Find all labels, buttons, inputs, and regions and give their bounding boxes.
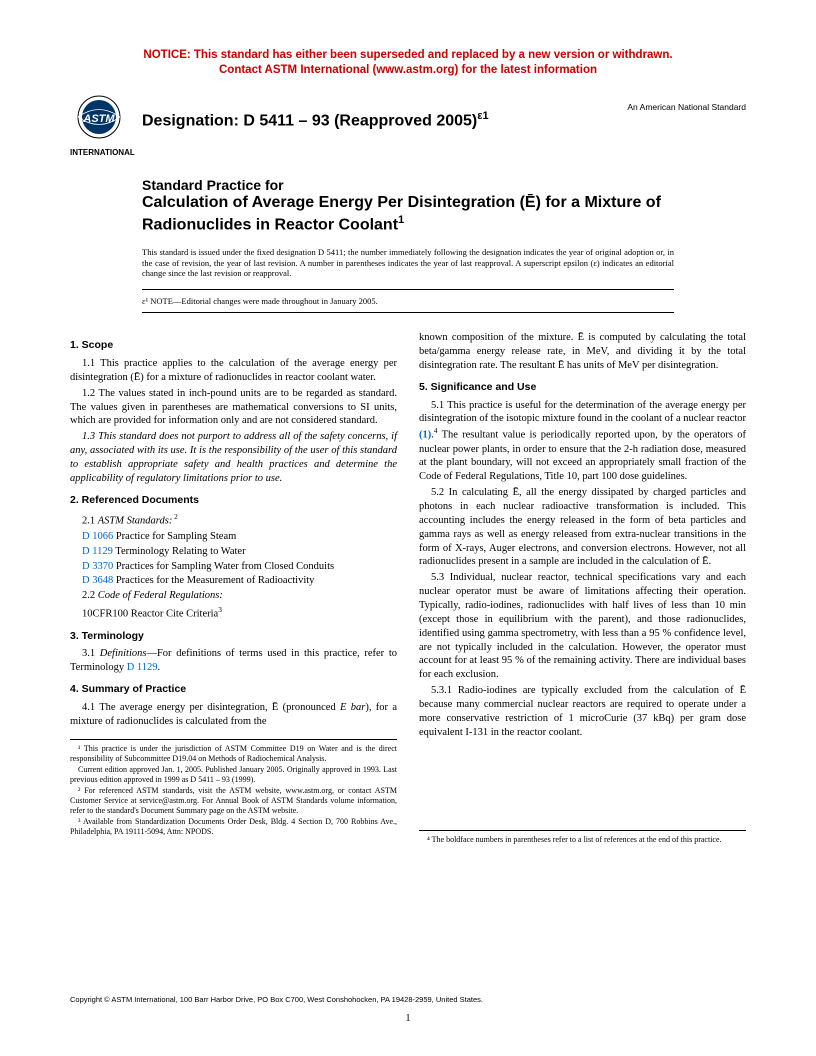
sec5-1a: 5.1 This practice is useful for the dete… <box>419 400 746 425</box>
ref-d3370-text: Practices for Sampling Water from Closed… <box>113 561 334 572</box>
sec2-1-sup: 2 <box>172 512 178 521</box>
title-main: Calculation of Average Energy Per Disint… <box>142 193 746 235</box>
ref-d3648-link[interactable]: D 3648 <box>82 575 113 586</box>
national-standard-label: An American National Standard <box>627 102 746 112</box>
sec4-head: 4. Summary of Practice <box>70 683 397 697</box>
sec2-2-italic: Code of Federal Regulations: <box>98 590 223 601</box>
sec5-1: 5.1 This practice is useful for the dete… <box>419 399 746 485</box>
column-left: 1. Scope 1.1 This practice applies to th… <box>70 331 397 846</box>
fn2: ² For referenced ASTM standards, visit t… <box>70 786 397 816</box>
ref-d1129-link[interactable]: D 1129 <box>82 546 113 557</box>
copyright-line: Copyright © ASTM International, 100 Barr… <box>70 995 746 1004</box>
sec4-1b: E bar <box>340 702 365 713</box>
designation-sup: ε1 <box>477 110 488 122</box>
sec3-head: 3. Terminology <box>70 630 397 644</box>
sec2-2: 2.2 Code of Federal Regulations: <box>70 589 397 603</box>
ref-d1066-text: Practice for Sampling Steam <box>113 531 236 542</box>
notice-line1: NOTICE: This standard has either been su… <box>143 49 672 61</box>
ref-d3648: D 3648 Practices for the Measurement of … <box>82 574 397 588</box>
ref-d1066: D 1066 Practice for Sampling Steam <box>82 530 397 544</box>
sec2-2-label: 2.2 <box>82 590 98 601</box>
body-columns: 1. Scope 1.1 This practice applies to th… <box>70 331 746 846</box>
epsilon-note: ε¹ NOTE—Editorial changes were made thro… <box>142 289 674 313</box>
title-block: Standard Practice for Calculation of Ave… <box>142 177 746 235</box>
sec1-3: 1.3 This standard does not purport to ad… <box>70 430 397 485</box>
fn1: ¹ This practice is under the jurisdictio… <box>70 744 397 764</box>
ref-cfr-text: 10CFR100 Reactor Cite Criteria <box>82 609 218 620</box>
designation-text: Designation: D 5411 – 93 (Reapproved 200… <box>142 112 477 129</box>
column-right: known composition of the mixture. Ē is c… <box>419 331 746 846</box>
sec1-2: 1.2 The values stated in inch-pound unit… <box>70 387 397 429</box>
footnotes-right: ⁴ The boldface numbers in parentheses re… <box>419 830 746 845</box>
sec5-2: 5.2 In calculating Ē, all the energy dis… <box>419 486 746 569</box>
eps-note-label: ε¹ NOTE <box>142 296 173 306</box>
notice-line2: Contact ASTM International (www.astm.org… <box>219 64 597 76</box>
sec4-1: 4.1 The average energy per disintegratio… <box>70 701 397 729</box>
sec2-1-italic: ASTM Standards: <box>98 515 173 526</box>
ref-cfr-sup: 3 <box>218 605 222 614</box>
ref-d1129-text: Terminology Relating to Water <box>113 546 246 557</box>
logo-caption: INTERNATIONAL <box>70 148 128 157</box>
ref-cfr: 10CFR100 Reactor Cite Criteria3 <box>82 605 397 621</box>
ref-d3370: D 3370 Practices for Sampling Water from… <box>82 560 397 574</box>
issuance-note: This standard is issued under the fixed … <box>142 247 674 279</box>
sec3-1a: 3.1 <box>82 648 100 659</box>
sec2-1: 2.1 ASTM Standards: 2 <box>70 512 397 528</box>
header-row: ASTM Designation: D 5411 – 93 (Reapprove… <box>70 94 746 146</box>
title-prefix: Standard Practice for <box>142 177 746 193</box>
astm-logo-icon: ASTM <box>70 94 128 146</box>
sec5-1-reflink[interactable]: (1) <box>419 430 431 441</box>
fn4: ⁴ The boldface numbers in parentheses re… <box>419 835 746 845</box>
sec2-head: 2. Referenced Documents <box>70 494 397 508</box>
sec4-1-cont: known composition of the mixture. Ē is c… <box>419 331 746 373</box>
notice-banner: NOTICE: This standard has either been su… <box>70 48 746 78</box>
ref-d1129: D 1129 Terminology Relating to Water <box>82 545 397 559</box>
footnotes-left: ¹ This practice is under the jurisdictio… <box>70 739 397 837</box>
sec3-1: 3.1 Definitions—For definitions of terms… <box>70 647 397 675</box>
sec2-1-label: 2.1 <box>82 515 98 526</box>
sec5-3: 5.3 Individual, nuclear reactor, technic… <box>419 571 746 682</box>
sec5-3-1: 5.3.1 Radio-iodines are typically exclud… <box>419 684 746 739</box>
page: NOTICE: This standard has either been su… <box>0 0 816 1056</box>
sec3-1d-link[interactable]: D 1129 <box>127 662 158 673</box>
sec5-1d: The resultant value is periodically repo… <box>419 430 746 483</box>
ref-d1066-link[interactable]: D 1066 <box>82 531 113 542</box>
ref-d3648-text: Practices for the Measurement of Radioac… <box>113 575 314 586</box>
sec1-head: 1. Scope <box>70 339 397 353</box>
designation-block: Designation: D 5411 – 93 (Reapproved 200… <box>142 110 489 130</box>
sec4-1a: 4.1 The average energy per disintegratio… <box>82 702 340 713</box>
ref-d3370-link[interactable]: D 3370 <box>82 561 113 572</box>
sec1-1: 1.1 This practice applies to the calcula… <box>70 357 397 385</box>
fn3: ³ Available from Standardization Documen… <box>70 817 397 837</box>
title-sup: 1 <box>398 214 404 226</box>
sec3-1e: . <box>158 662 161 673</box>
page-number: 1 <box>0 1013 816 1024</box>
eps-note-text: —Editorial changes were made throughout … <box>173 296 378 306</box>
sec3-1b: Definitions <box>100 648 147 659</box>
svg-text:ASTM: ASTM <box>82 113 115 125</box>
fn1b: Current edition approved Jan. 1, 2005. P… <box>70 765 397 785</box>
sec5-head: 5. Significance and Use <box>419 381 746 395</box>
